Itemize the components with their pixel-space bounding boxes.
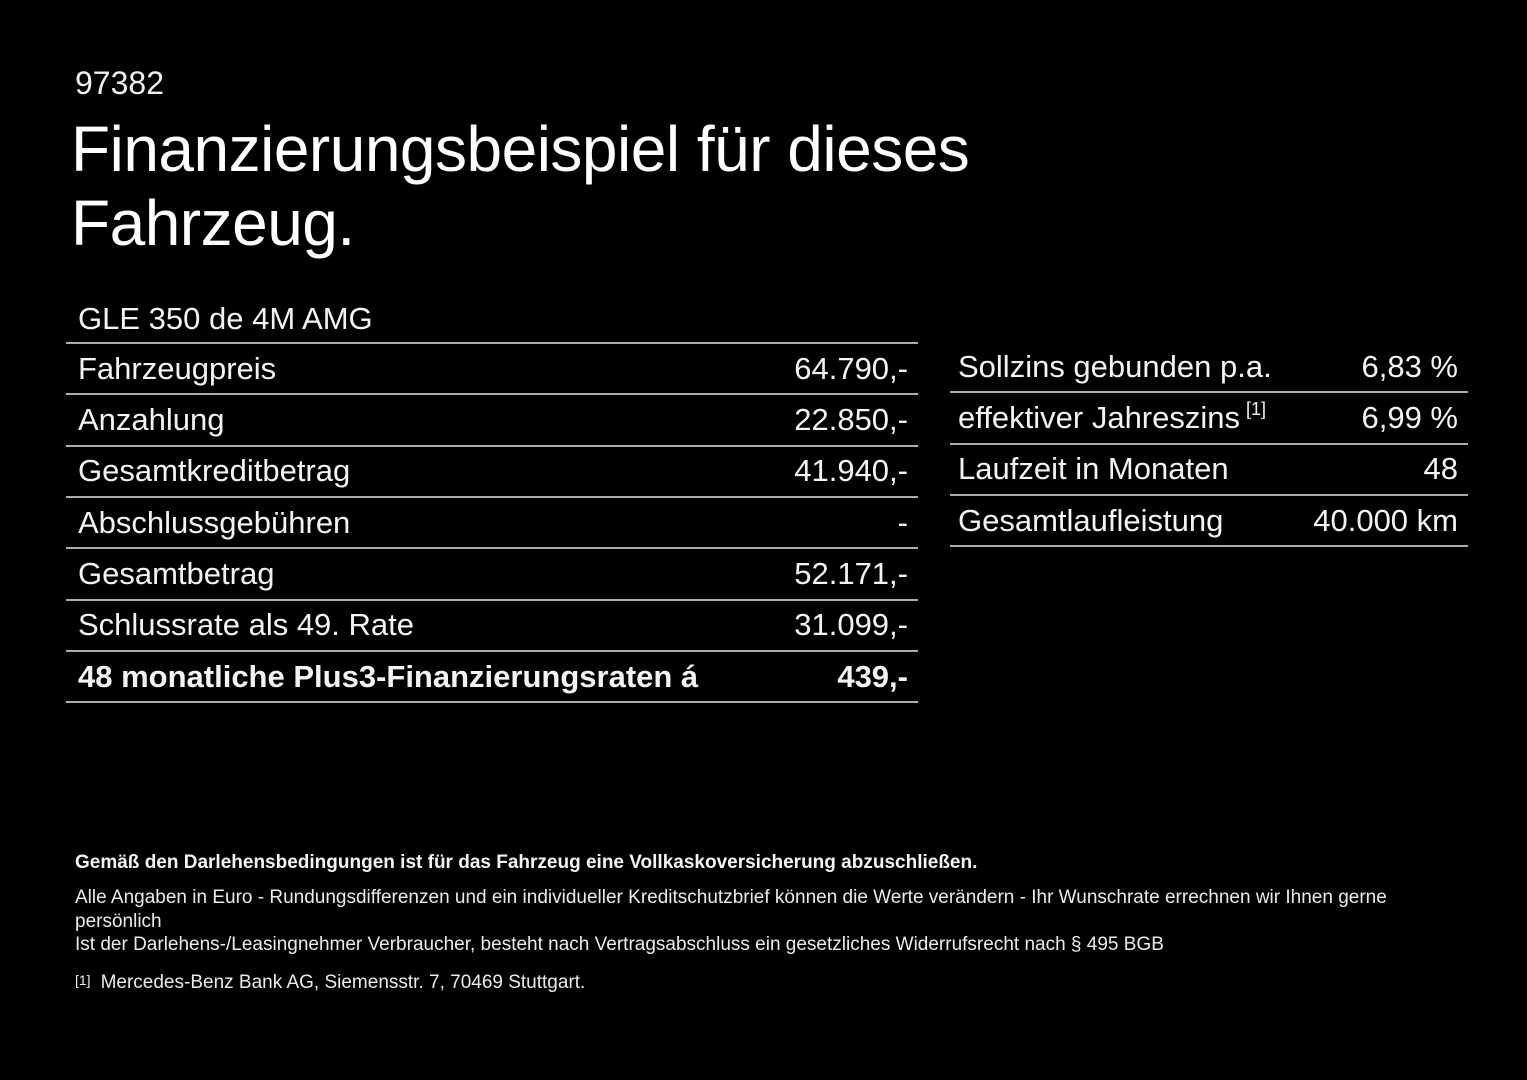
table-row-gesamtbetrag: Gesamtbetrag 52.171,- [66, 549, 918, 601]
table-row-abschlussgebuehren: Abschlussgebühren - [66, 498, 918, 550]
table-row-schlussrate: Schlussrate als 49. Rate 31.099,- [66, 601, 918, 653]
row-value: 6,99 % [1361, 400, 1458, 436]
conditions-table: Sollzins gebunden p.a. 6,83 % effektiver… [950, 342, 1468, 548]
table-row-fahrzeugpreis: Fahrzeugpreis 64.790,- [66, 344, 918, 396]
row-value: 64.790,- [794, 350, 908, 386]
table-row-finanzierungsraten: 48 monatliche Plus3-Finanzierungsraten á… [66, 652, 918, 704]
disclaimer-line2: Ist der Darlehens-/Leasingnehmer Verbrau… [75, 934, 1164, 955]
disclaimer-block: Gemäß den Darlehensbedingungen ist für d… [75, 851, 1475, 995]
row-label: Abschlussgebühren [78, 504, 351, 540]
page-title-line2: Fahrzeug. [71, 187, 355, 259]
footnote-reference: [1] [1246, 398, 1267, 419]
row-label: Gesamtbetrag [78, 556, 275, 592]
row-label: Gesamtkreditbetrag [78, 453, 351, 489]
row-label: effektiver Jahreszins [1] [950, 400, 1266, 436]
footnote-text: Mercedes-Benz Bank AG, Siemensstr. 7, 70… [100, 971, 586, 993]
row-label: Anzahlung [78, 402, 225, 438]
page-title: Finanzierungsbeispiel für dieses Fahrzeug… [71, 112, 970, 260]
vehicle-model: GLE 350 de 4M AMG [78, 301, 373, 336]
row-value: 52.171,- [794, 556, 908, 592]
disclaimer-bold-line: Gemäß den Darlehensbedingungen ist für d… [75, 852, 978, 873]
table-row-anzahlung: Anzahlung 22.850,- [66, 395, 918, 447]
row-value: 31.099,- [794, 607, 908, 643]
page-title-line1: Finanzierungsbeispiel für dieses [71, 113, 970, 185]
row-value: 41.940,- [794, 453, 908, 489]
footnote: [1] Mercedes-Benz Bank AG, Siemensstr. 7,… [75, 971, 1475, 995]
row-label-text: effektiver Jahreszins [958, 400, 1240, 436]
row-value: - [897, 504, 908, 540]
table-row-gesamtkreditbetrag: Gesamtkreditbetrag 41.940,- [66, 447, 918, 499]
disclaimer-lines: Alle Angaben in Euro - Rundungsdifferenz… [75, 886, 1475, 957]
table-row-laufzeit: Laufzeit in Monaten 48 [950, 445, 1468, 497]
row-label: 48 monatliche Plus3-Finanzierungsraten á [78, 658, 699, 694]
row-value: 40.000 km [1313, 502, 1458, 538]
row-value: 439,- [837, 658, 908, 694]
row-label: Schlussrate als 49. Rate [78, 607, 415, 643]
finance-table: Fahrzeugpreis 64.790,- Anzahlung 22.850,… [66, 342, 918, 704]
row-value: 22.850,- [794, 402, 908, 438]
vehicle-code: 97382 [75, 65, 164, 101]
table-row-gesamtlaufleistung: Gesamtlaufleistung 40.000 km [950, 496, 1468, 548]
row-value: 48 [1423, 451, 1458, 487]
footnote-marker: [1] [75, 971, 91, 988]
table-row-effektiver-jahreszins: effektiver Jahreszins [1] 6,99 % [950, 393, 1468, 445]
row-value: 6,83 % [1361, 348, 1458, 384]
row-label: Laufzeit in Monaten [958, 451, 1229, 487]
table-row-sollzins: Sollzins gebunden p.a. 6,83 % [950, 342, 1468, 394]
disclaimer-line1: Alle Angaben in Euro - Rundungsdifferenz… [75, 887, 1387, 932]
row-label: Sollzins gebunden p.a. [958, 348, 1272, 384]
row-label: Fahrzeugpreis [78, 350, 277, 386]
row-label: Gesamtlaufleistung [958, 502, 1224, 538]
